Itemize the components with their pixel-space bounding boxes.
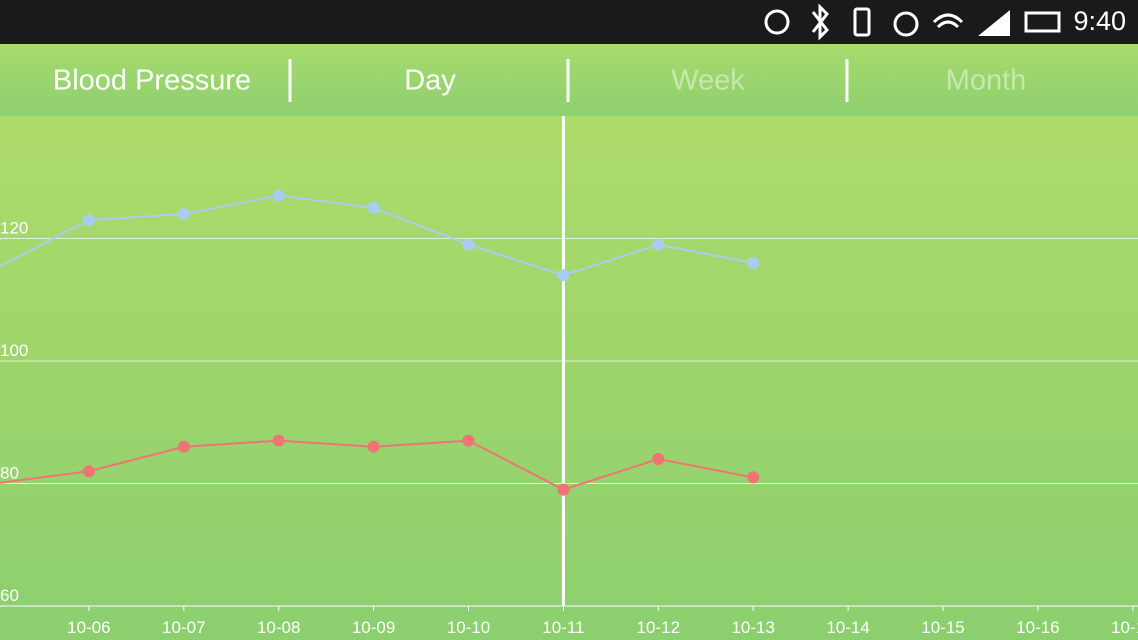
- tab[interactable]: Month: [946, 65, 1027, 97]
- data-point: [272, 434, 285, 447]
- data-point: [462, 434, 475, 447]
- x-tick-label: 10-10: [447, 618, 490, 637]
- status-icons: [764, 3, 1061, 41]
- signal-icon: [978, 10, 1010, 36]
- tab[interactable]: Week: [671, 65, 745, 97]
- x-tick-label: 10-09: [352, 618, 395, 637]
- x-tick-label: 10-07: [162, 618, 205, 637]
- x-tick-label: 10-16: [1016, 618, 1059, 637]
- data-point: [747, 257, 760, 269]
- chart: 60 80 100 120 10-06 10-07 10-08 10-09 10-10 10-11…: [0, 116, 1138, 637]
- clock: 9:40: [1073, 6, 1126, 36]
- x-tick-label: 10-11: [542, 618, 584, 637]
- app-title: Blood Pressure: [53, 65, 251, 97]
- data-point: [177, 208, 190, 220]
- x-tick-label: 10-14: [826, 618, 869, 637]
- tab[interactable]: Day: [404, 65, 456, 97]
- x-tick-label: 10-06: [67, 618, 110, 637]
- data-point: [557, 269, 570, 282]
- x-tick-label: 10-08: [257, 618, 300, 637]
- data-point: [82, 465, 95, 478]
- data-point: [462, 238, 475, 251]
- status-bar: [0, 0, 1138, 44]
- x-tick-label: 10-17: [1111, 618, 1138, 637]
- x-tick-label: 10-15: [921, 618, 964, 637]
- y-tick-label: 100: [0, 341, 28, 360]
- data-point: [82, 214, 95, 227]
- data-point: [652, 453, 665, 465]
- x-tick-label: 10-13: [731, 618, 774, 637]
- x-tick-label: 10-12: [637, 618, 680, 637]
- data-point: [177, 440, 190, 453]
- data-point: [367, 201, 380, 214]
- y-tick-label: 60: [0, 586, 19, 605]
- data-point: [652, 238, 665, 251]
- y-tick-label: 120: [0, 219, 28, 238]
- tab-dividers: [288, 59, 849, 102]
- tabs: Day Week Month: [404, 65, 1026, 97]
- y-tick-label: 80: [0, 464, 19, 483]
- chart-area: [0, 116, 1138, 640]
- data-point: [557, 483, 570, 496]
- data-point: [272, 189, 285, 202]
- data-point: [367, 440, 380, 453]
- data-point: [747, 471, 760, 484]
